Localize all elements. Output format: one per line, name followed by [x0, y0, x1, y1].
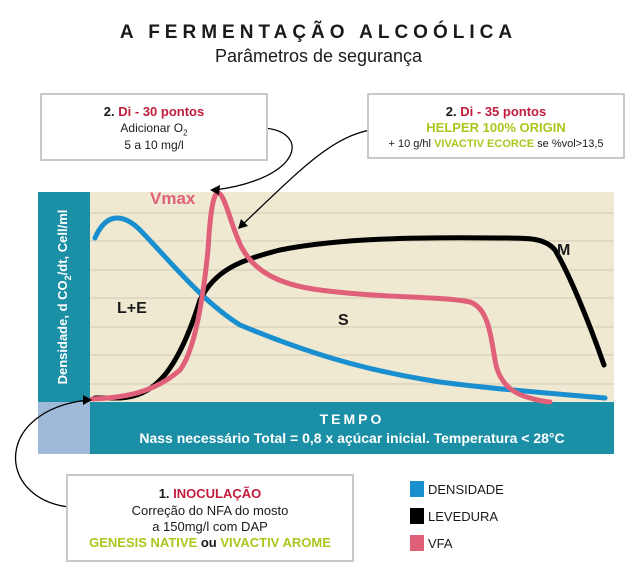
legend-label-levedura: LEVEDURA [428, 509, 499, 524]
legend-swatch-densidade [410, 481, 424, 497]
arrowhead-di35 [238, 219, 248, 229]
callout-di-30: 2. Di - 30 pontos Adicionar O2 5 a 10 mg… [40, 93, 268, 161]
callout-inoc-line2: Correção do NFA do mosto [131, 503, 289, 518]
connector-arrow-di35 [240, 129, 371, 227]
callout-di35-heading: 2. Di - 35 pontos [445, 104, 547, 119]
callout-di-35: 2. Di - 35 pontos HELPER 100% ORIGIN + 1… [367, 93, 625, 159]
curve-label-m: M [557, 242, 571, 259]
callout-inoc-heading: 1. INOCULAÇÃO [158, 486, 262, 501]
legend-label-vfa: VFA [428, 536, 453, 551]
legend-swatch-levedura [410, 508, 424, 524]
connector-arrow-inoculacao [15, 399, 89, 508]
callout-di30-line3: 5 a 10 mg/l [124, 138, 184, 153]
arrowhead-inoculacao [83, 395, 92, 405]
callout-di30-heading: 2. Di - 30 pontos [103, 104, 205, 119]
page-title: A FERMENTAÇÃO ALCOÓLICA [119, 22, 518, 43]
callout-di35-product: HELPER 100% ORIGIN [426, 120, 566, 135]
callout-inoc-products: GENESIS NATIVE ou VIVACTIV AROME [89, 535, 331, 550]
callout-inoc-line3: a 150mg/l com DAP [152, 519, 268, 534]
page-subtitle: Parâmetros de segurança [214, 46, 423, 66]
callout-di35-line3: + 10 g/hl VIVACTIV ECORCE se %vol>13,5 [388, 138, 604, 150]
x-axis-footnote: Nass necessário Total = 0,8 x açúcar ini… [139, 430, 565, 446]
callout-inoculacao: 1. INOCULAÇÃO Correção do NFA do mosto a… [66, 474, 354, 562]
curve-label-s: S [338, 312, 349, 329]
curve-levedura [92, 235, 607, 401]
connector-arrow-di30 [214, 127, 293, 191]
curve-densidade [92, 215, 608, 401]
arrowhead-di30 [210, 185, 220, 195]
curve-label-vmax: Vmax [150, 189, 196, 208]
callout-di30-line2: Adicionar O2 [120, 121, 188, 138]
curve-label-le: L+E [117, 300, 147, 317]
axis-corner [38, 402, 90, 454]
x-axis-title: TEMPO [319, 411, 385, 427]
legend-label-densidade: DENSIDADE [428, 482, 504, 497]
curve-vfa [89, 190, 553, 405]
chart-panel [90, 192, 614, 402]
legend-swatch-vfa [410, 535, 424, 551]
y-axis-bar [38, 192, 90, 402]
x-axis-bar: TEMPO Nass necessário Total = 0,8 x açúc… [90, 402, 614, 454]
